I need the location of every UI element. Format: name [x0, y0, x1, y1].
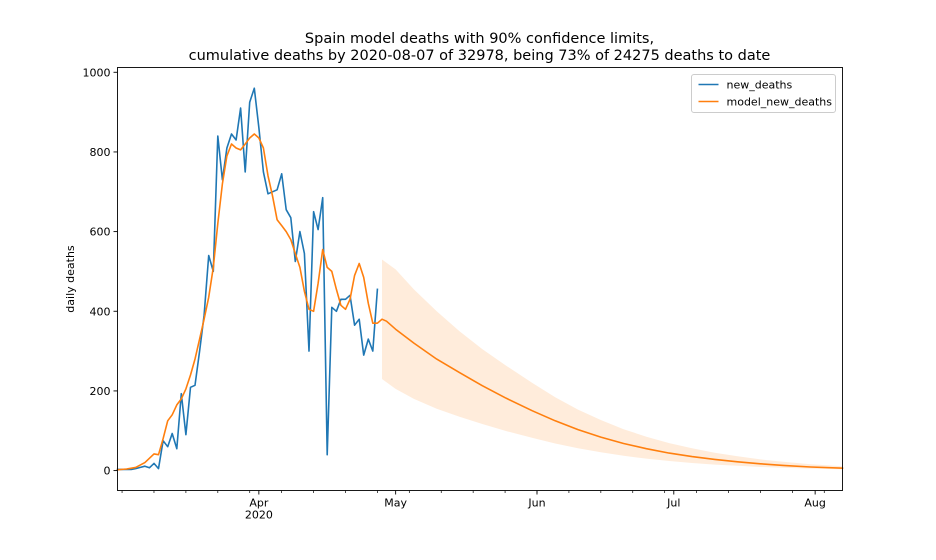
y-tick-label: 1000 — [83, 66, 111, 79]
y-tick-label: 800 — [90, 146, 111, 159]
y-tick-label: 400 — [90, 305, 111, 318]
y-axis-label: daily deaths — [64, 245, 77, 313]
chart-title-line-2: cumulative deaths by 2020-08-07 of 32978… — [188, 48, 771, 64]
x-tick-label: Aug — [804, 497, 825, 510]
x-tick-label: May — [384, 497, 407, 510]
x-tick-label: Apr — [249, 497, 269, 510]
series-line-model-new-deaths — [116, 133, 844, 471]
series-layer — [116, 87, 844, 471]
confidence-band-layer — [382, 259, 843, 470]
y-axis: 0 200 400 600 800 1000 — [83, 66, 118, 478]
y-tick-label: 0 — [104, 465, 111, 478]
axes-frame — [117, 67, 843, 491]
x-tick-year-label: 2020 — [245, 509, 273, 522]
legend-box — [691, 74, 836, 113]
legend-label-model-new-deaths: model_new_deaths — [727, 96, 833, 109]
legend: new_deaths model_new_deaths — [691, 74, 836, 113]
x-tick-label: Jul — [666, 497, 680, 510]
legend-label-new-deaths: new_deaths — [727, 79, 793, 92]
series-line-new-deaths — [116, 87, 379, 471]
y-tick-label: 600 — [90, 226, 111, 239]
y-tick-label: 200 — [90, 385, 111, 398]
chart-title-line-1: Spain model deaths with 90% confidence l… — [304, 31, 655, 47]
confidence-band — [382, 259, 843, 470]
x-tick-label: Jun — [527, 497, 545, 510]
